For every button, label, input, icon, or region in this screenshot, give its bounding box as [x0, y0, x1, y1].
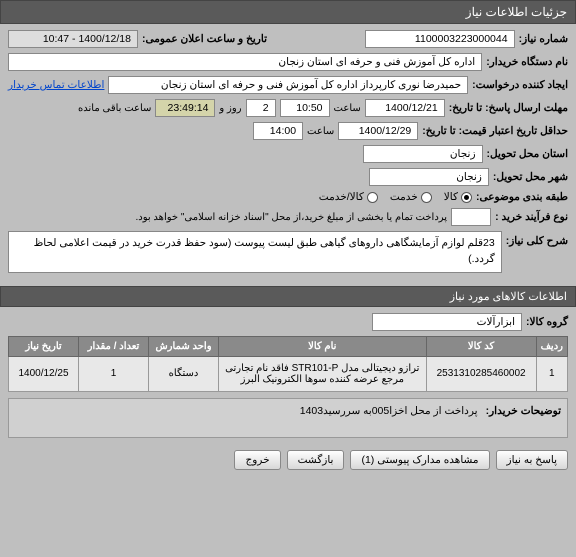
col-date: تاریخ نیاز: [9, 336, 79, 356]
items-table: ردیف کد کالا نام کالا واحد شمارش تعداد /…: [8, 336, 568, 392]
announce-label: تاریخ و ساعت اعلان عمومی:: [142, 33, 267, 45]
col-qty: تعداد / مقدار: [79, 336, 149, 356]
cell-qty: 1: [79, 356, 149, 391]
validity-date: 1400/12/29: [338, 122, 418, 140]
remain-label: ساعت باقی مانده: [78, 103, 151, 114]
group-value: ابزارآلات: [372, 313, 522, 331]
page-title: جزئیات اطلاعات نیاز: [466, 5, 567, 19]
province-value: زنجان: [363, 145, 483, 163]
cell-code: 2531310285460002: [426, 356, 536, 391]
org-label: نام دستگاه خریدار:: [486, 56, 568, 68]
radio-service-label: خدمت: [390, 191, 418, 203]
buyer-note-box: توضیحات خریدار: پرداخت از محل اخزا005به …: [8, 398, 568, 438]
items-section-title: اطلاعات کالاهای مورد نیاز: [450, 291, 567, 303]
cell-name: ترازو دیجیتالی مدل STR101-P فاقد نام تجا…: [219, 356, 427, 391]
col-row: ردیف: [536, 336, 567, 356]
time-label-1: ساعت: [334, 103, 361, 114]
buyer-note-text: پرداخت از محل اخزا005به سررسید1403: [300, 405, 478, 417]
category-radio-group: کالا خدمت کالا/خدمت: [319, 191, 472, 203]
city-value: زنجان: [369, 168, 489, 186]
col-code: کد کالا: [426, 336, 536, 356]
button-bar: پاسخ به نیاز مشاهده مدارک پیوستی (1) باز…: [0, 444, 576, 476]
exit-button[interactable]: خروج: [234, 450, 280, 470]
group-label: گروه کالا:: [526, 316, 568, 328]
col-unit: واحد شمارش: [149, 336, 219, 356]
validity-label: حداقل تاریخ اعتبار قیمت: تا تاریخ:: [422, 125, 568, 137]
col-name: نام کالا: [219, 336, 427, 356]
page-header: جزئیات اطلاعات نیاز: [0, 0, 576, 24]
form-area: شماره نیاز: 1100003223000044 تاریخ و ساع…: [0, 24, 576, 284]
radio-goods[interactable]: کالا: [444, 191, 472, 203]
items-section-header: اطلاعات کالاهای مورد نیاز: [0, 286, 576, 307]
radio-gs-label: کالا/خدمت: [319, 191, 364, 203]
process-label: نوع فرآیند خرید :: [495, 211, 568, 223]
radio-icon: [421, 192, 432, 203]
validity-time: 14:00: [253, 122, 303, 140]
process-note: پرداخت تمام یا بخشی از مبلغ خرید،از محل …: [135, 212, 447, 223]
deadline-time: 10:50: [280, 99, 330, 117]
announce-value: 1400/12/18 - 10:47: [8, 30, 138, 48]
back-button[interactable]: بازگشت: [287, 450, 345, 470]
province-label: استان محل تحویل:: [487, 148, 568, 160]
radio-goods-label: کالا: [444, 191, 458, 203]
org-value: اداره کل آموزش فنی و حرفه ای استان زنجان: [8, 53, 482, 71]
radio-icon: [461, 192, 472, 203]
attachments-button[interactable]: مشاهده مدارک پیوستی (1): [350, 450, 489, 470]
category-label: طبقه بندی موضوعی:: [476, 191, 568, 203]
requester-value: حمیدرضا نوری کارپرداز اداره کل آموزش فنی…: [108, 76, 468, 94]
contact-link[interactable]: اطلاعات تماس خریدار: [8, 79, 104, 91]
cell-unit: دستگاه: [149, 356, 219, 391]
time-label-2: ساعت: [307, 126, 334, 137]
radio-icon: [367, 192, 378, 203]
cell-date: 1400/12/25: [9, 356, 79, 391]
city-label: شهر محل تحویل:: [493, 171, 568, 183]
cell-row: 1: [536, 356, 567, 391]
table-row: 1 2531310285460002 ترازو دیجیتالی مدل ST…: [9, 356, 568, 391]
remain-time: 23:49:14: [155, 99, 215, 117]
table-header-row: ردیف کد کالا نام کالا واحد شمارش تعداد /…: [9, 336, 568, 356]
days-value: 2: [246, 99, 276, 117]
need-desc-value: 23قلم لوازم آزمایشگاهی داروهای گیاهی طبق…: [8, 231, 502, 273]
reply-button[interactable]: پاسخ به نیاز: [496, 450, 568, 470]
need-no-label: شماره نیاز:: [519, 33, 568, 45]
need-no-value: 1100003223000044: [365, 30, 515, 48]
deadline-label: مهلت ارسال پاسخ: تا تاریخ:: [449, 102, 568, 114]
radio-service[interactable]: خدمت: [390, 191, 432, 203]
buyer-note-label: توضیحات خریدار:: [486, 405, 561, 417]
radio-goods-service[interactable]: کالا/خدمت: [319, 191, 378, 203]
process-value: [451, 208, 491, 226]
items-area: گروه کالا: ابزارآلات ردیف کد کالا نام کا…: [0, 307, 576, 444]
requester-label: ایجاد کننده درخواست:: [472, 79, 568, 91]
day-label: روز و: [219, 103, 241, 114]
need-desc-label: شرح کلی نیاز:: [506, 231, 568, 247]
deadline-date: 1400/12/21: [365, 99, 445, 117]
